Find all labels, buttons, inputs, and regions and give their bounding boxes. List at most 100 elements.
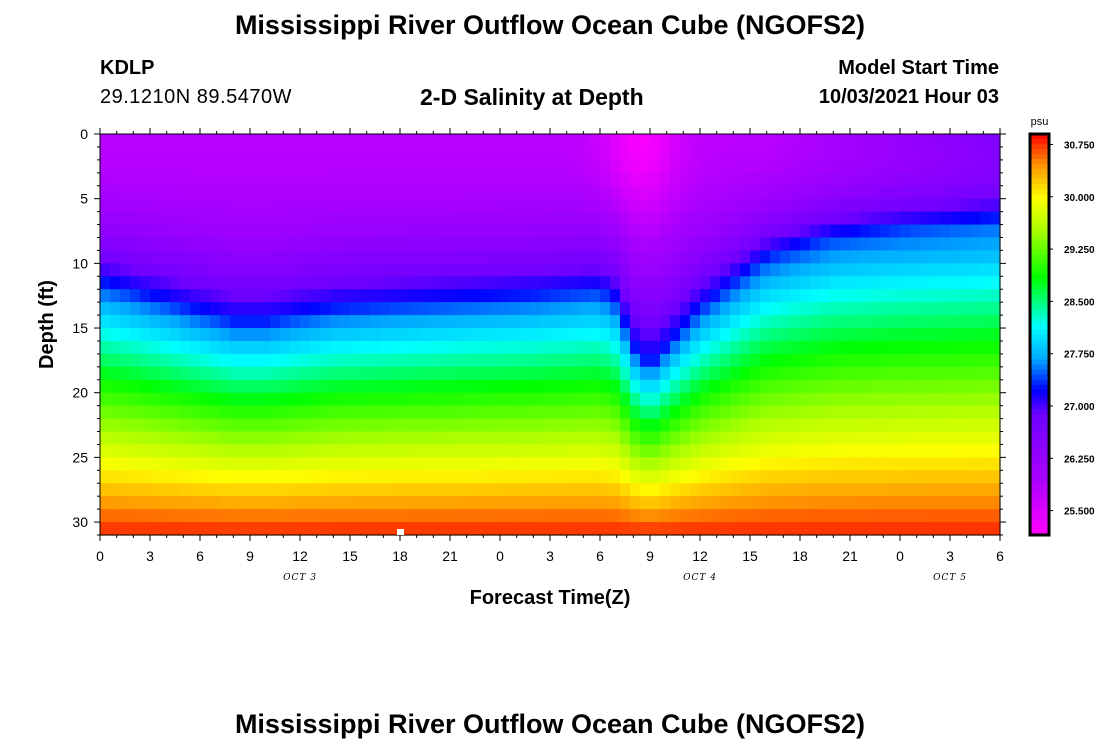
heatmap-cell: [630, 444, 641, 458]
colorbar-segment: [1030, 174, 1049, 180]
heatmap-cell: [330, 211, 341, 226]
heatmap-cell: [450, 237, 461, 252]
heatmap-cell: [200, 522, 211, 536]
station-id: KDLP: [100, 57, 155, 79]
heatmap-cell: [390, 146, 401, 161]
heatmap-cell: [810, 379, 821, 394]
heatmap-cell: [410, 302, 421, 316]
heatmap-cell: [660, 444, 671, 458]
heatmap-cell: [380, 198, 391, 213]
colorbar-segment: [1030, 484, 1049, 491]
heatmap-cell: [190, 496, 201, 510]
heatmap-cell: [270, 302, 281, 316]
heatmap-cell: [330, 224, 341, 239]
heatmap-cell: [340, 392, 351, 407]
heatmap-cell: [710, 379, 721, 394]
heatmap-cell: [190, 159, 201, 174]
heatmap-cell: [840, 444, 851, 458]
heatmap-cell: [480, 263, 491, 277]
heatmap-cell: [920, 353, 931, 368]
heatmap-cell: [830, 172, 841, 187]
heatmap-cell: [580, 392, 591, 407]
heatmap-cell: [930, 340, 941, 355]
heatmap-cell: [690, 405, 701, 420]
heatmap-cell: [770, 457, 781, 471]
heatmap-cell: [910, 237, 921, 252]
heatmap-cell: [560, 392, 571, 407]
heatmap-cell: [210, 366, 221, 381]
heatmap-cell: [950, 379, 961, 394]
heatmap-cell: [880, 483, 891, 497]
heatmap-cell: [250, 366, 261, 381]
heatmap-cell: [450, 496, 461, 510]
heatmap-cell: [610, 198, 621, 213]
heatmap-cell: [590, 315, 601, 329]
heatmap-cell: [560, 444, 571, 458]
heatmap-cell: [460, 134, 471, 148]
heatmap-cell: [830, 198, 841, 213]
heatmap-cell: [100, 159, 111, 174]
heatmap-cell: [270, 340, 281, 355]
heatmap-cell: [640, 340, 651, 355]
heatmap-cell: [120, 198, 131, 213]
heatmap-cell: [270, 405, 281, 420]
heatmap-cell: [750, 457, 761, 471]
heatmap-cell: [190, 134, 201, 148]
heatmap-cell: [860, 302, 871, 316]
heatmap-cell: [620, 418, 631, 433]
heatmap-cell: [400, 250, 411, 264]
heatmap-cell: [610, 211, 621, 226]
heatmap-cell: [470, 134, 481, 148]
heatmap-cell: [730, 146, 741, 161]
heatmap-cell: [750, 431, 761, 446]
colorbar-segment: [1030, 504, 1049, 511]
heatmap-cell: [580, 250, 591, 264]
heatmap-cell: [960, 405, 971, 420]
heatmap-cell: [220, 392, 231, 407]
heatmap-cell: [840, 237, 851, 252]
heatmap-cell: [240, 172, 251, 187]
heatmap-cell: [990, 470, 1001, 484]
heatmap-cell: [570, 146, 581, 161]
heatmap-cell: [480, 366, 491, 381]
heatmap-cell: [790, 315, 801, 329]
heatmap-cell: [680, 328, 691, 342]
heatmap-cell: [510, 431, 521, 446]
heatmap-cell: [820, 328, 831, 342]
heatmap-cell: [100, 392, 111, 407]
heatmap-cell: [410, 483, 421, 497]
heatmap-cell: [930, 289, 941, 303]
heatmap-cell: [160, 405, 171, 420]
heatmap-cell: [340, 496, 351, 510]
heatmap-cell: [430, 172, 441, 187]
heatmap-cell: [700, 522, 711, 536]
heatmap-cell: [940, 159, 951, 174]
heatmap-cell: [970, 418, 981, 433]
heatmap-cell: [410, 522, 421, 536]
heatmap-cell: [760, 457, 771, 471]
heatmap-cell: [740, 353, 751, 368]
heatmap-cell: [590, 366, 601, 381]
heatmap-cell: [950, 340, 961, 355]
station-info: KDLP 29.1210N 89.5470W: [100, 56, 292, 109]
heatmap-cell: [340, 315, 351, 329]
heatmap-cell: [890, 289, 901, 303]
x-tick-label: 12: [292, 548, 308, 564]
heatmap-cell: [490, 496, 501, 510]
heatmap-cell: [180, 159, 191, 174]
heatmap-cell: [830, 522, 841, 536]
heatmap-cell: [450, 185, 461, 200]
heatmap-cell: [510, 263, 521, 277]
heatmap-cell: [450, 483, 461, 497]
heatmap-cell: [180, 328, 191, 342]
heatmap-cell: [720, 134, 731, 148]
heatmap-cell: [410, 379, 421, 394]
heatmap-cell: [860, 224, 871, 239]
heatmap-cell: [260, 509, 271, 523]
heatmap-cell: [730, 302, 741, 316]
heatmap-cell: [570, 340, 581, 355]
heatmap-cell: [900, 159, 911, 174]
heatmap-cell: [440, 509, 451, 523]
heatmap-cell: [630, 211, 641, 226]
heatmap-cell: [160, 289, 171, 303]
